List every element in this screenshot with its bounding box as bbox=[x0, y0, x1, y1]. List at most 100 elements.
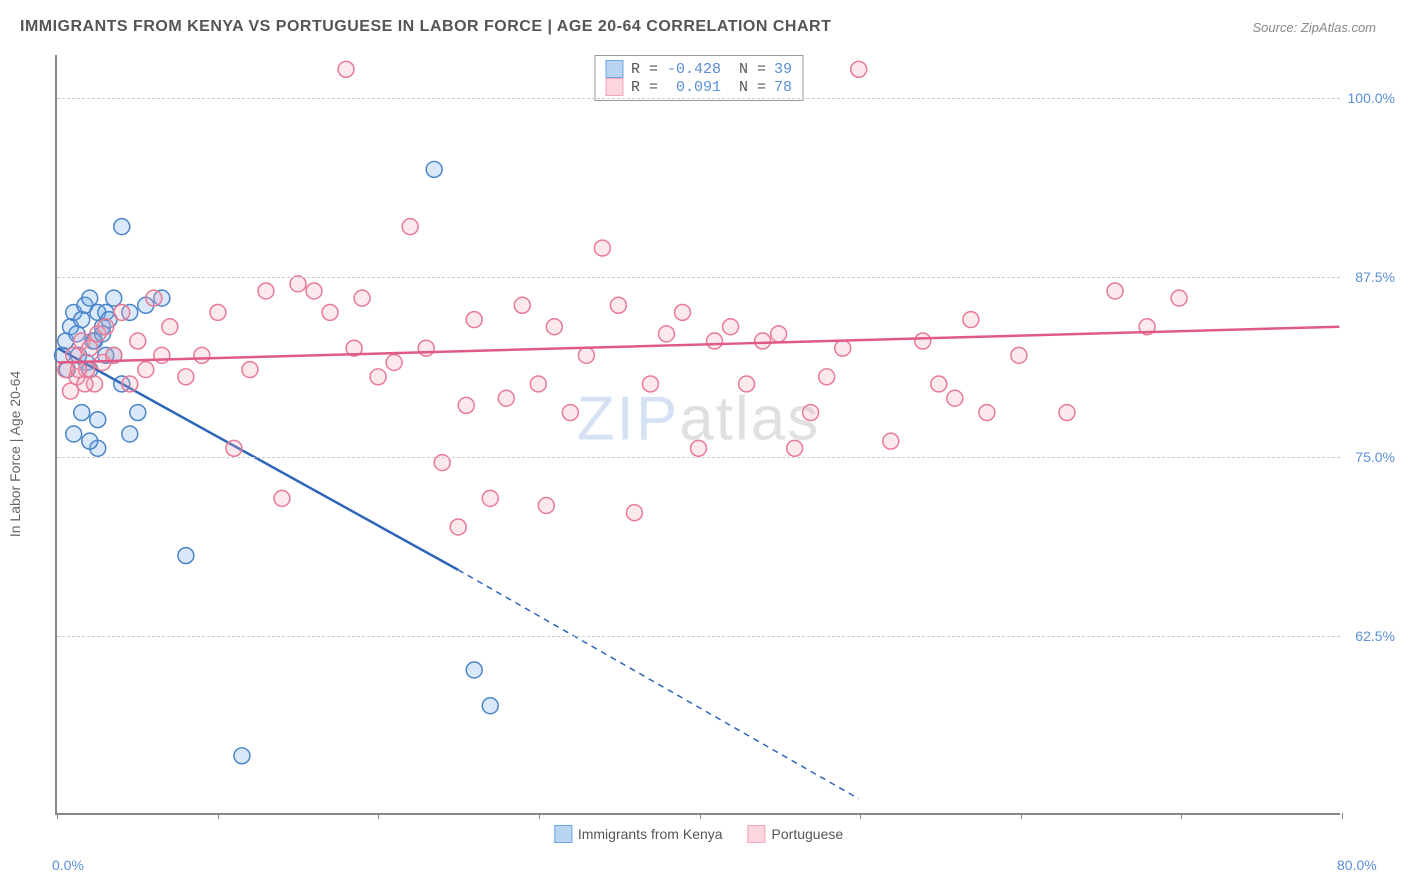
n-label: N = bbox=[739, 61, 766, 78]
data-point bbox=[402, 219, 418, 235]
data-point bbox=[739, 376, 755, 392]
chart-title: IMMIGRANTS FROM KENYA VS PORTUGUESE IN L… bbox=[20, 18, 831, 36]
data-point bbox=[1107, 283, 1123, 299]
data-point bbox=[226, 440, 242, 456]
legend-item: Immigrants from Kenya bbox=[554, 825, 723, 843]
data-point bbox=[594, 240, 610, 256]
data-point bbox=[1011, 347, 1027, 363]
data-point bbox=[130, 333, 146, 349]
data-point bbox=[194, 347, 210, 363]
gridline bbox=[57, 457, 1340, 458]
data-point bbox=[658, 326, 674, 342]
data-point bbox=[466, 312, 482, 328]
legend-swatch bbox=[605, 60, 623, 78]
legend-swatch bbox=[748, 825, 766, 843]
data-point bbox=[771, 326, 787, 342]
gridline bbox=[57, 636, 1340, 637]
data-point bbox=[578, 347, 594, 363]
series-legend: Immigrants from Kenya Portuguese bbox=[554, 825, 843, 843]
data-point bbox=[723, 319, 739, 335]
y-tick-label: 87.5% bbox=[1355, 269, 1395, 285]
data-point bbox=[210, 304, 226, 320]
legend-row: R = -0.428 N = 39 bbox=[605, 60, 792, 78]
data-point bbox=[707, 333, 723, 349]
data-point bbox=[1059, 405, 1075, 421]
n-value: 39 bbox=[774, 61, 792, 78]
legend-row: R = 0.091 N = 78 bbox=[605, 78, 792, 96]
data-point bbox=[979, 405, 995, 421]
data-point bbox=[386, 355, 402, 371]
data-point bbox=[82, 340, 98, 356]
data-point bbox=[626, 505, 642, 521]
data-point bbox=[426, 161, 442, 177]
data-point bbox=[114, 304, 130, 320]
data-point bbox=[498, 390, 514, 406]
data-point bbox=[418, 340, 434, 356]
x-tick bbox=[378, 813, 379, 819]
data-point bbox=[482, 698, 498, 714]
data-point bbox=[610, 297, 626, 313]
data-point bbox=[482, 490, 498, 506]
data-point bbox=[130, 405, 146, 421]
r-value: -0.428 bbox=[666, 61, 721, 78]
data-point bbox=[63, 383, 79, 399]
data-point bbox=[122, 376, 138, 392]
r-value: 0.091 bbox=[666, 79, 721, 96]
data-point bbox=[514, 297, 530, 313]
data-point bbox=[178, 369, 194, 385]
data-point bbox=[370, 369, 386, 385]
y-tick-label: 100.0% bbox=[1348, 90, 1395, 106]
data-point bbox=[1171, 290, 1187, 306]
data-point bbox=[74, 405, 90, 421]
data-point bbox=[66, 426, 82, 442]
x-tick-label: 80.0% bbox=[1337, 857, 1377, 873]
trend-line bbox=[58, 327, 1340, 363]
y-tick-label: 75.0% bbox=[1355, 449, 1395, 465]
data-point bbox=[306, 283, 322, 299]
legend-item: Portuguese bbox=[748, 825, 844, 843]
x-tick bbox=[539, 813, 540, 819]
x-tick bbox=[1021, 813, 1022, 819]
correlation-legend: R = -0.428 N = 39 R = 0.091 N = 78 bbox=[594, 55, 803, 101]
data-point bbox=[162, 319, 178, 335]
data-point bbox=[450, 519, 466, 535]
data-point bbox=[178, 548, 194, 564]
data-point bbox=[322, 304, 338, 320]
data-point bbox=[562, 405, 578, 421]
data-point bbox=[354, 290, 370, 306]
data-point bbox=[114, 219, 130, 235]
legend-swatch bbox=[554, 825, 572, 843]
data-point bbox=[530, 376, 546, 392]
x-tick bbox=[700, 813, 701, 819]
trend-line bbox=[58, 348, 459, 570]
x-tick bbox=[218, 813, 219, 819]
data-point bbox=[74, 312, 90, 328]
legend-label: Portuguese bbox=[772, 826, 844, 842]
gridline bbox=[57, 277, 1340, 278]
data-point bbox=[803, 405, 819, 421]
y-axis-label: In Labor Force | Age 20-64 bbox=[7, 371, 23, 537]
data-point bbox=[691, 440, 707, 456]
x-tick-label: 0.0% bbox=[52, 857, 84, 873]
data-point bbox=[82, 433, 98, 449]
x-tick bbox=[57, 813, 58, 819]
data-point bbox=[963, 312, 979, 328]
data-point bbox=[90, 412, 106, 428]
data-point bbox=[931, 376, 947, 392]
data-point bbox=[851, 61, 867, 77]
data-point bbox=[675, 304, 691, 320]
data-point bbox=[106, 290, 122, 306]
data-point bbox=[77, 376, 93, 392]
data-point bbox=[915, 333, 931, 349]
scatter-svg bbox=[57, 55, 1340, 813]
n-value: 78 bbox=[774, 79, 792, 96]
chart-plot-area: ZIPatlas R = -0.428 N = 39 R = 0.091 N =… bbox=[55, 55, 1340, 815]
data-point bbox=[98, 319, 114, 335]
data-point bbox=[146, 290, 162, 306]
data-point bbox=[82, 290, 98, 306]
data-point bbox=[122, 426, 138, 442]
data-point bbox=[835, 340, 851, 356]
n-label: N = bbox=[739, 79, 766, 96]
data-point bbox=[458, 397, 474, 413]
data-point bbox=[755, 333, 771, 349]
